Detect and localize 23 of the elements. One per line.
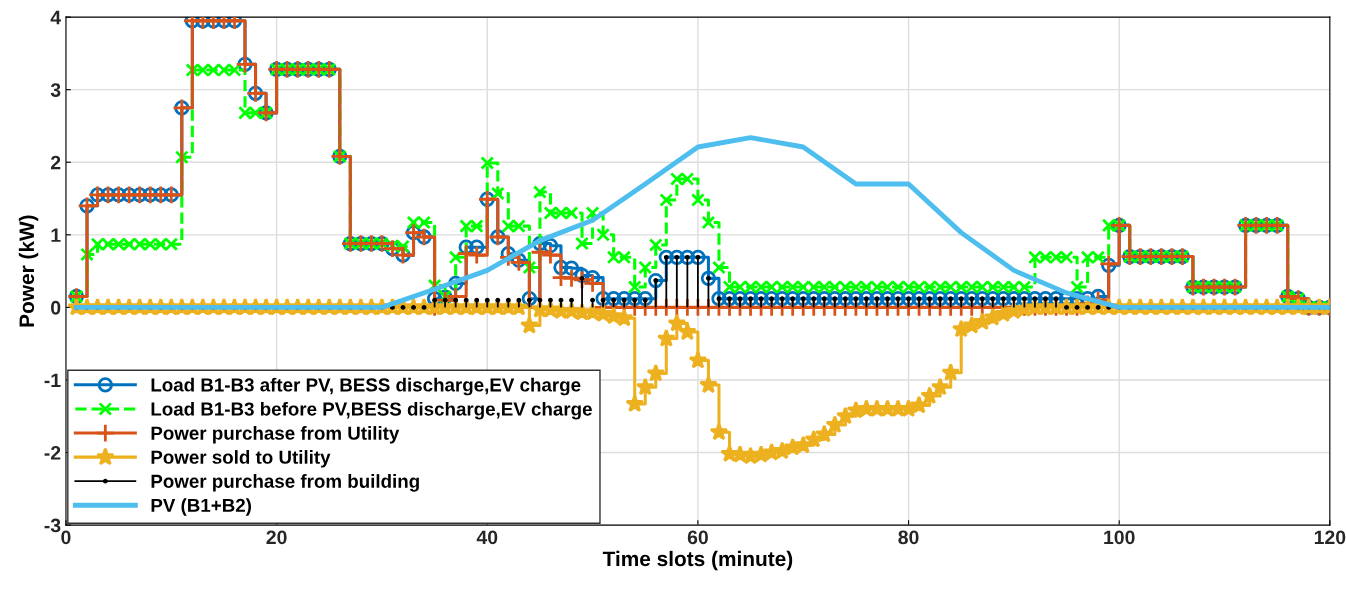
y-tick-label: 1: [51, 228, 61, 242]
legend-label: Power purchase from Utility: [151, 426, 400, 444]
y-tick-label: 0: [51, 300, 61, 315]
legend-label: Load B1-B3 before PV,BESS discharge,EV charge: [151, 401, 592, 420]
legend-label: PV (B1+B2): [151, 498, 251, 516]
x-tick-label: 80: [898, 530, 919, 545]
legend-label: Load B1-B3 after PV, BESS discharge,EV charge: [151, 377, 581, 396]
x-tick-label: 40: [476, 530, 498, 545]
y-axis-title: Power (kW): [18, 215, 39, 327]
y-tick-label: -3: [44, 518, 61, 533]
y-tick-label: 3: [50, 83, 61, 97]
x-tick-label: 100: [1104, 530, 1135, 545]
x-axis-title: Time slots (minute): [602, 550, 793, 571]
y-tick-label: -2: [44, 446, 61, 460]
x-tick-label: 60: [687, 530, 708, 545]
y-tick-label: 4: [50, 10, 61, 25]
x-tick-label: 0: [61, 530, 71, 545]
legend-label: Power sold to Utility: [151, 450, 331, 468]
legend-label: Power purchase from building: [151, 474, 419, 492]
y-tick-label: -1: [44, 373, 61, 388]
x-tick-label: 120: [1314, 530, 1346, 545]
x-tick-label: 20: [266, 530, 287, 545]
y-tick-label: 2: [50, 155, 61, 170]
